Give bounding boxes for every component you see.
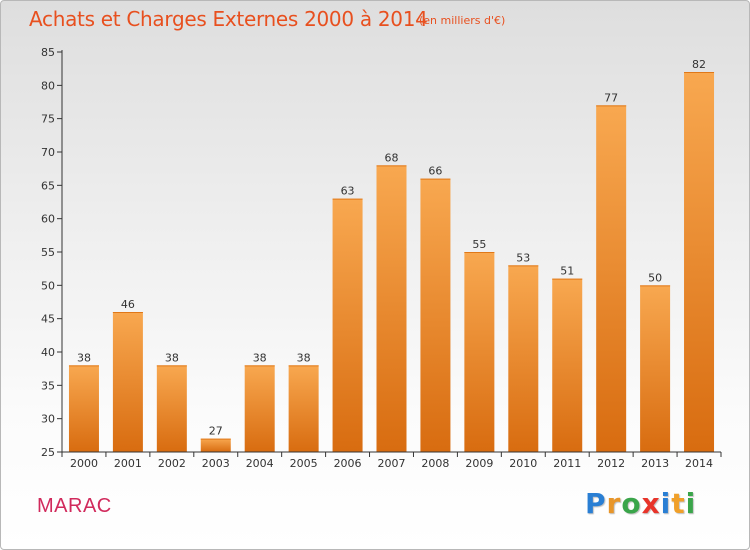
y-tick-label: 55 xyxy=(41,246,55,259)
data-label: 51 xyxy=(560,265,574,278)
x-tick-label: 2011 xyxy=(553,457,581,470)
bar xyxy=(288,365,319,452)
data-label: 50 xyxy=(648,271,662,284)
bar xyxy=(112,312,143,452)
x-tick-label: 2003 xyxy=(202,457,230,470)
y-tick-label: 75 xyxy=(41,113,55,126)
bar xyxy=(332,198,363,452)
x-tick-label: 2000 xyxy=(70,457,98,470)
y-tick-label: 50 xyxy=(41,279,55,292)
x-tick-label: 2014 xyxy=(685,457,713,470)
x-tick-label: 2008 xyxy=(421,457,449,470)
x-tick-label: 2002 xyxy=(158,457,186,470)
y-tick-label: 85 xyxy=(41,46,55,59)
bar xyxy=(640,285,671,452)
data-label: 27 xyxy=(209,425,223,438)
y-tick-label: 80 xyxy=(41,79,55,92)
y-tick-label: 60 xyxy=(41,213,55,226)
x-tick-label: 2001 xyxy=(114,457,142,470)
logo-letter: x xyxy=(641,487,661,520)
x-tick-label: 2009 xyxy=(465,457,493,470)
data-label: 82 xyxy=(692,58,706,71)
data-label: 55 xyxy=(472,238,486,251)
x-tick-label: 2010 xyxy=(509,457,537,470)
x-axis: 2000 2001 2002 2003 2004 2005 2006 2007 2008 2009… xyxy=(61,451,722,470)
y-tick-label: 30 xyxy=(41,413,55,426)
bar xyxy=(244,365,275,452)
chart-subtitle: (en milliers d'€) xyxy=(419,14,506,27)
data-label: 53 xyxy=(516,251,530,264)
data-label: 68 xyxy=(385,151,399,164)
bars: 38 46 38 27 38 38 63 68 66 55 53 51 77 50 82 xyxy=(68,58,715,453)
x-tick-label: 2012 xyxy=(597,457,625,470)
data-label: 38 xyxy=(77,351,91,364)
y-tick-label: 25 xyxy=(41,446,55,459)
bar xyxy=(596,105,627,452)
logo-letter: r xyxy=(606,487,622,520)
bar xyxy=(464,252,495,452)
y-tick-label: 65 xyxy=(41,179,55,192)
bar xyxy=(200,438,231,452)
y-tick-label: 70 xyxy=(41,146,55,159)
bar xyxy=(552,278,583,452)
logo-letter: i xyxy=(685,487,697,520)
bar xyxy=(420,178,451,452)
x-tick-label: 2004 xyxy=(246,457,274,470)
logo-letter: P xyxy=(585,487,607,520)
x-tick-label: 2006 xyxy=(334,457,362,470)
data-label: 66 xyxy=(428,165,442,178)
logo-letter: o xyxy=(621,487,642,520)
commune-name: MARAC xyxy=(37,495,112,517)
y-tick-label: 40 xyxy=(41,346,55,359)
bar xyxy=(156,365,187,452)
x-tick-label: 2005 xyxy=(290,457,318,470)
bar xyxy=(68,365,99,452)
data-label: 38 xyxy=(253,351,267,364)
chart-title: Achats et Charges Externes 2000 à 2014 xyxy=(29,7,428,31)
bar xyxy=(376,165,407,453)
y-tick-label: 45 xyxy=(41,313,55,326)
data-label: 63 xyxy=(341,185,355,198)
x-tick-label: 2013 xyxy=(641,457,669,470)
y-tick-label: 35 xyxy=(41,379,55,392)
y-axis: 25 30 35 40 45 50 55 60 65 70 75 80 85 xyxy=(41,46,63,459)
data-label: 46 xyxy=(121,298,135,311)
x-tick-label: 2007 xyxy=(378,457,406,470)
bar xyxy=(684,72,715,452)
bar xyxy=(508,265,539,452)
proxiti-logo[interactable]: Proxiti xyxy=(585,487,696,520)
data-label: 38 xyxy=(165,351,179,364)
data-label: 38 xyxy=(297,351,311,364)
logo-letter: i xyxy=(660,487,672,520)
logo-letter: t xyxy=(671,487,686,520)
data-label: 77 xyxy=(604,91,618,104)
